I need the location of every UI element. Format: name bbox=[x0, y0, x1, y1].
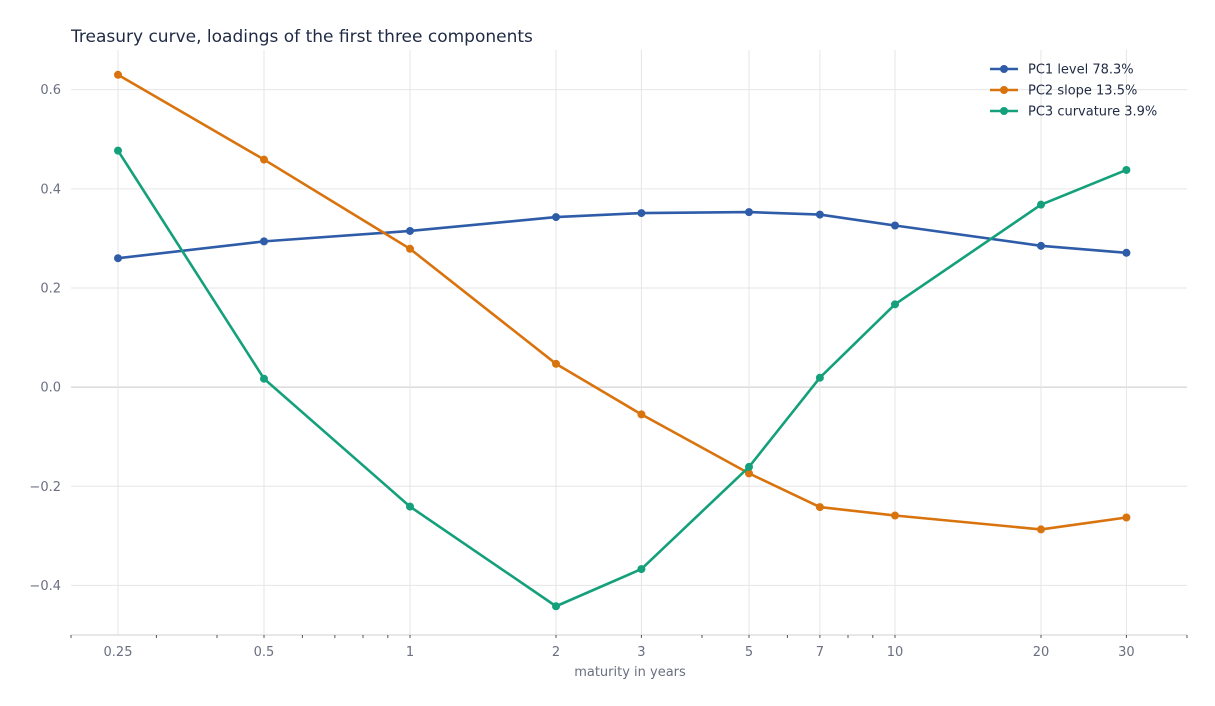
data-point-pc1 bbox=[552, 213, 561, 222]
data-point-pc1 bbox=[815, 210, 824, 219]
data-point-pc1 bbox=[1122, 248, 1131, 257]
data-point-pc2 bbox=[745, 469, 754, 478]
data-point-pc3 bbox=[815, 373, 824, 382]
x-tick-label: 5 bbox=[745, 645, 753, 660]
data-point-pc1 bbox=[891, 221, 900, 230]
data-point-pc2 bbox=[406, 244, 415, 253]
legend-label: PC2 slope 13.5% bbox=[1028, 84, 1137, 99]
data-point-pc2 bbox=[114, 70, 123, 79]
axis-layer: −0.4 −0.2 0.0 0.2 0.4 0.6 0.25 0.5 1 2 3 5 7 10 20 30 bbox=[29, 83, 1188, 660]
series-line-pc2 bbox=[116, 73, 1128, 531]
y-tick-label: −0.2 bbox=[29, 480, 61, 495]
y-tick-label: 0.4 bbox=[40, 182, 61, 197]
data-point-pc1 bbox=[260, 237, 269, 246]
data-point-pc3 bbox=[745, 462, 754, 471]
x-tick-label: 2 bbox=[552, 645, 560, 660]
data-point-pc2 bbox=[260, 155, 269, 164]
series-pc2 bbox=[114, 70, 1131, 534]
x-axis-label: maturity in years bbox=[574, 665, 686, 680]
data-point-pc2 bbox=[891, 511, 900, 520]
legend-label: PC3 curvature 3.9% bbox=[1028, 105, 1157, 120]
x-tick-label: 30 bbox=[1118, 645, 1135, 660]
legend-swatch-marker bbox=[1000, 86, 1008, 94]
x-tick-label: 3 bbox=[637, 645, 645, 660]
data-point-pc2 bbox=[1037, 525, 1046, 534]
data-point-pc3 bbox=[637, 565, 646, 574]
legend-swatch-marker bbox=[1000, 107, 1008, 115]
legend-item-pc1: PC1 level 78.3% bbox=[990, 63, 1134, 78]
x-tick-label: 20 bbox=[1033, 645, 1050, 660]
data-point-pc2 bbox=[815, 503, 824, 512]
y-tick-label: −0.4 bbox=[29, 579, 61, 594]
data-point-pc1 bbox=[406, 226, 415, 235]
data-point-pc1 bbox=[114, 254, 123, 263]
y-tick-label: 0.6 bbox=[40, 83, 61, 98]
data-point-pc1 bbox=[745, 208, 754, 217]
series-line-pc3 bbox=[116, 149, 1128, 608]
legend-item-pc2: PC2 slope 13.5% bbox=[990, 84, 1137, 99]
data-point-pc2 bbox=[637, 410, 646, 419]
data-point-pc2 bbox=[1122, 513, 1131, 522]
legend-swatch-marker bbox=[1000, 65, 1008, 73]
data-point-pc3 bbox=[891, 300, 900, 309]
series-pc1 bbox=[114, 208, 1131, 263]
legend-item-pc3: PC3 curvature 3.9% bbox=[990, 105, 1157, 120]
y-tick-label: 0.2 bbox=[40, 281, 61, 296]
data-point-pc1 bbox=[1037, 241, 1046, 250]
legend: PC1 level 78.3% PC2 slope 13.5% PC3 curvat… bbox=[990, 63, 1157, 120]
data-point-pc3 bbox=[552, 602, 561, 611]
data-point-pc3 bbox=[1037, 200, 1046, 209]
x-tick-label: 0.5 bbox=[254, 645, 275, 660]
x-tick-label: 7 bbox=[816, 645, 824, 660]
data-point-pc3 bbox=[406, 502, 415, 511]
chart-title: Treasury curve, loadings of the first th… bbox=[70, 27, 533, 47]
x-tick-label: 10 bbox=[887, 645, 904, 660]
y-tick-label: 0.0 bbox=[40, 381, 61, 396]
series-layer bbox=[114, 70, 1131, 611]
series-line-pc1 bbox=[116, 210, 1128, 260]
grid-layer bbox=[71, 50, 1187, 635]
series-pc3 bbox=[114, 146, 1131, 611]
x-tick-label: 0.25 bbox=[104, 645, 133, 660]
data-point-pc1 bbox=[637, 209, 646, 218]
legend-label: PC1 level 78.3% bbox=[1028, 63, 1134, 78]
data-point-pc3 bbox=[114, 146, 123, 155]
data-point-pc3 bbox=[1122, 165, 1131, 174]
x-tick-label: 1 bbox=[406, 645, 414, 660]
data-point-pc2 bbox=[552, 359, 561, 368]
data-point-pc3 bbox=[260, 374, 269, 383]
